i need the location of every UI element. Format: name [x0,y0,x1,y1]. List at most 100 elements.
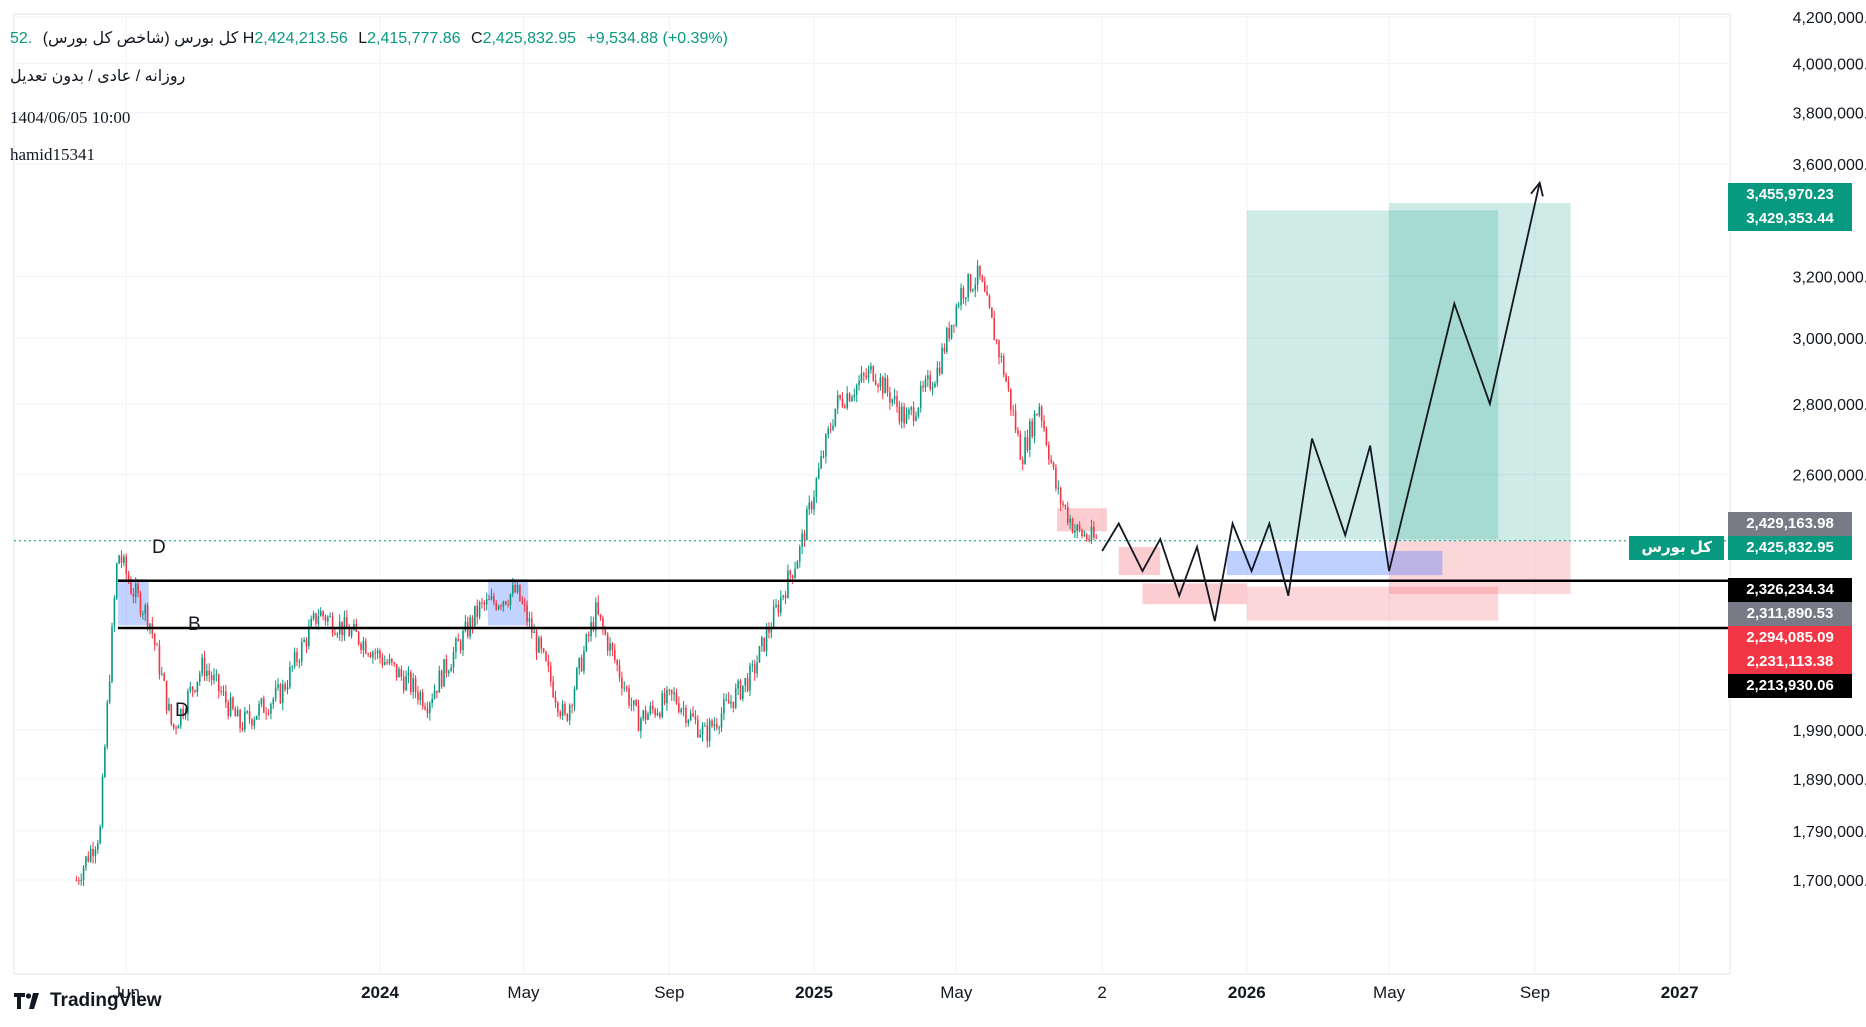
low-label: L [358,30,368,47]
candle-body [424,706,426,709]
projection-path[interactable] [1101,182,1541,622]
candle-body [239,710,241,728]
candle-body [905,414,908,424]
candle-body [447,671,450,674]
tradingview-logo[interactable]: TradingView [14,990,162,1012]
candle-body [225,691,227,703]
candle-body [137,584,139,594]
candle-body [991,307,993,318]
candle-body [891,399,894,403]
candle-body [115,563,118,599]
candle-body [946,328,948,352]
candle-body [839,394,841,399]
candle-body [272,698,275,705]
candle-body [462,630,464,651]
candle-body [948,328,950,339]
candle-body [1033,413,1036,437]
candle-body [1047,445,1050,460]
candle-body [609,643,611,651]
candle-body [319,611,322,617]
candle-body [1066,506,1069,523]
candle-body [756,662,758,674]
candle-body [191,686,194,691]
candle-body [855,384,858,396]
candle-body [910,407,913,410]
candle-body [967,274,969,298]
candle-body [445,658,448,674]
candle-body [953,324,955,326]
candle-body [1076,525,1079,531]
candle-body [931,387,934,390]
candle-body [495,602,498,610]
symbol-title[interactable]: کل بورس (شاخص کل بورس) [42,30,239,47]
close-label: C [471,30,483,47]
candle-body [170,704,173,724]
candle-body [936,367,939,384]
y-tick-label: 1,700,000.00 [1793,873,1866,890]
candle-body [763,637,765,652]
candle-body [229,697,232,716]
x-tick-label: Sep [654,983,684,1002]
candle-body [554,696,557,703]
candle-body [182,708,184,717]
candle-body [694,716,697,720]
candle-body [919,385,922,408]
candle-body [730,701,732,704]
candle-body [481,602,483,604]
grey-mid-tag: 2,311,890.53 [1728,602,1852,626]
candle-body [618,664,621,678]
candle-body [300,641,303,662]
level-lower-tag: 2,213,930.06 [1728,674,1852,698]
candle-body [89,848,92,862]
stop-zone [1389,540,1571,595]
candle-body [1088,539,1090,541]
candle-body [421,692,424,707]
candle-body [144,605,147,614]
candle-body [848,393,851,402]
candle-body [383,662,386,665]
candle-body [749,665,751,691]
candle-body [640,718,642,732]
candle-body [379,650,381,658]
candle-body [1064,505,1067,507]
candle-body [329,616,331,618]
candle-body [886,377,889,393]
candle-body [858,381,860,385]
candle-body [846,393,849,408]
candle-body [796,561,799,569]
candle-body [938,367,941,374]
candle-body [540,637,543,649]
red-tag-2: 2,231,113.38 [1728,650,1852,674]
candle-body [438,670,441,693]
candle-body [715,723,718,728]
candle-body [1081,529,1083,537]
y-tick-label: 1,990,000.00 [1793,723,1866,740]
candle-body [127,574,130,582]
candle-body [571,705,573,707]
change-value: +9,534.88 (+0.39%) [586,30,728,47]
candle-body [597,602,599,615]
candle-body [528,618,531,622]
candle-body [367,653,369,655]
y-tick-label: 1,790,000.00 [1793,824,1866,841]
x-tick-label: Sep [1520,983,1550,1002]
candle-body [1095,537,1098,539]
candle-body [853,395,856,398]
candle-body [829,428,832,430]
candle-body [566,713,569,721]
candle-body [474,605,476,627]
candle-body [253,719,256,726]
candle-body [336,634,339,636]
candle-body [198,673,201,682]
candle-body [827,428,830,435]
close-value: 2,425,832.95 [482,30,576,47]
candle-body [521,600,524,604]
candle-body [96,843,99,850]
candle-body [637,705,640,732]
candle-body [156,644,158,646]
candle-body [701,726,704,735]
candle-body [1007,381,1010,389]
candle-body [393,662,396,664]
high-value: 2,424,213.56 [254,30,348,47]
